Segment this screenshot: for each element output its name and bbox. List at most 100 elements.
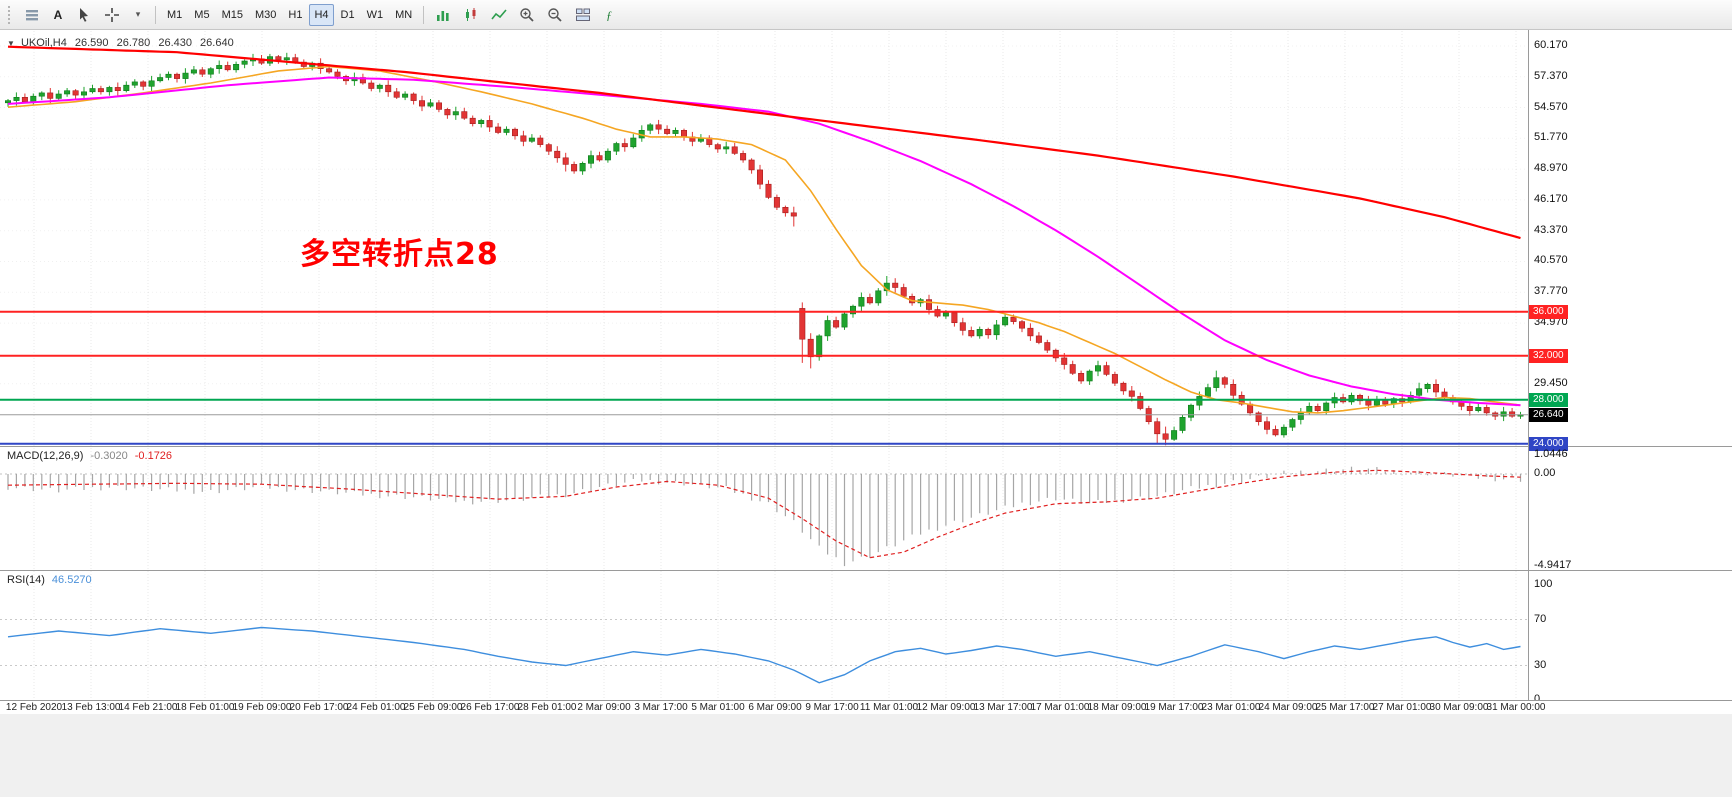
timeframe-h1-button[interactable]: H1 — [283, 4, 307, 26]
toolbar-separator — [423, 5, 425, 24]
pointer-tool-button[interactable] — [71, 4, 97, 26]
candlestick-icon — [466, 7, 476, 21]
crosshair-icon — [105, 7, 119, 22]
toolbar-drag-handle[interactable] — [8, 5, 13, 24]
timeframe-m15-button[interactable]: M15 — [217, 4, 248, 26]
rsi-value: 46.5270 — [51, 574, 92, 586]
rsi-header: RSI(14) 46.5270 — [7, 574, 92, 586]
macd-signal-value: -0.1726 — [134, 450, 173, 462]
chart-list-icon — [26, 9, 38, 20]
time-tick: 6 Mar 09:00 — [748, 702, 802, 713]
time-tick: 12 Feb 2020 — [5, 702, 63, 713]
macd-header: MACD(12,26,9) -0.3020 -0.1726 — [7, 450, 172, 462]
time-tick: 14 Feb 21:00 — [118, 702, 178, 713]
timeframe-m5-button[interactable]: M5 — [189, 4, 214, 26]
timeframe-w1-button[interactable]: W1 — [362, 4, 389, 26]
toolbar: A ▾ M1 M5 M15 M30 H1 H4 D1 W1 MN — [0, 0, 1732, 30]
time-tick: 19 Feb 09:00 — [232, 702, 292, 713]
current-price-badge: 26.640 — [1529, 407, 1568, 422]
price-tick: 37.770 — [1534, 285, 1568, 298]
time-tick: 2 Mar 09:00 — [577, 702, 631, 713]
zoom-in-icon — [520, 7, 534, 22]
chart-annotation[interactable]: 多空转折点28 — [300, 237, 499, 272]
time-tick: 5 Mar 01:00 — [691, 702, 745, 713]
price-tick: 29.450 — [1534, 376, 1568, 389]
time-tick: 24 Feb 01:00 — [346, 702, 406, 713]
ohlc-high: 26.780 — [116, 37, 151, 49]
price-axis[interactable]: 60.170 57.370 54.570 51.770 48.970 46.170 43.3… — [1528, 30, 1732, 714]
time-tick: 13 Feb 13:00 — [61, 702, 121, 713]
time-tick: 17 Mar 01:00 — [1030, 702, 1090, 713]
time-tick: 25 Mar 17:00 — [1315, 702, 1375, 713]
tile-windows-icon — [576, 8, 591, 21]
hline-price-badge: 36.000 — [1529, 304, 1568, 319]
rsi-scale-tick: 70 — [1534, 612, 1547, 625]
candlestick-type-button[interactable] — [458, 4, 484, 26]
hline-price-badge: 32.000 — [1529, 348, 1568, 363]
time-tick: 31 Mar 00:00 — [1486, 702, 1546, 713]
timeframe-mn-button[interactable]: MN — [390, 4, 417, 26]
macd-label: MACD(12,26,9) — [7, 450, 84, 462]
ohlc-close: 26.640 — [200, 37, 234, 49]
rsi-label: RSI(14) — [7, 574, 45, 586]
macd-scale-tick: 1.0446 — [1534, 447, 1568, 460]
time-tick: 27 Mar 01:00 — [1372, 702, 1432, 713]
timeframes-group: M1 M5 M15 M30 H1 H4 D1 W1 MN — [161, 3, 418, 26]
time-tick: 12 Mar 09:00 — [916, 702, 976, 713]
time-tick: 13 Mar 17:00 — [973, 702, 1033, 713]
time-tick: 25 Feb 09:00 — [403, 702, 463, 713]
time-tick: 20 Feb 17:00 — [289, 702, 349, 713]
zoom-in-button[interactable] — [514, 4, 540, 26]
timeframe-d1-button[interactable]: D1 — [336, 4, 360, 26]
indicators-icon: ƒ — [606, 8, 612, 22]
macd-scale-tick: 0.00 — [1534, 467, 1556, 479]
indicators-button[interactable]: ƒ — [598, 4, 624, 26]
time-tick: 30 Mar 09:00 — [1429, 702, 1489, 713]
collapse-arrow-icon[interactable]: ▼ — [7, 39, 15, 48]
time-axis[interactable]: 12 Feb 2020 13 Feb 13:00 14 Feb 21:00 18 Fe… — [0, 700, 1732, 714]
rsi-scale-tick: 100 — [1534, 578, 1553, 590]
text-tool-button[interactable]: A — [47, 4, 69, 26]
price-tick: 57.370 — [1534, 69, 1568, 82]
svg-text:ƒ: ƒ — [606, 8, 612, 22]
ohlc-low: 26.430 — [158, 37, 192, 49]
bar-chart-type-button[interactable] — [430, 4, 456, 26]
price-tick: 40.570 — [1534, 254, 1568, 267]
price-tick: 46.170 — [1534, 192, 1568, 205]
symbol-label: UKOil,H4 — [20, 37, 67, 49]
line-studies-dropdown-button[interactable]: ▾ — [127, 4, 149, 26]
tile-windows-button[interactable] — [570, 4, 596, 26]
toolbar-separator — [155, 5, 156, 24]
chart-list-button[interactable] — [19, 4, 45, 26]
price-tick: 51.770 — [1534, 131, 1568, 144]
timeframe-m30-button[interactable]: M30 — [250, 4, 281, 26]
crosshair-tool-button[interactable] — [99, 4, 125, 26]
timeframe-h4-button[interactable]: H4 — [309, 3, 334, 26]
time-tick: 23 Mar 01:00 — [1201, 702, 1261, 713]
zoom-out-icon — [548, 7, 562, 22]
text-tool-icon: A — [53, 7, 63, 22]
hline-price-badge: 28.000 — [1529, 392, 1568, 407]
time-tick: 18 Feb 01:00 — [175, 702, 235, 713]
timeframe-m1-button[interactable]: M1 — [162, 4, 187, 26]
zoom-out-button[interactable] — [542, 4, 568, 26]
time-tick: 19 Mar 17:00 — [1144, 702, 1204, 713]
rsi-scale-tick: 30 — [1534, 658, 1547, 671]
price-tick: 60.170 — [1534, 38, 1568, 51]
line-chart-type-button[interactable] — [486, 4, 512, 26]
chevron-down-icon: ▾ — [135, 9, 141, 19]
time-tick: 9 Mar 17:00 — [805, 702, 859, 713]
pointer-icon — [80, 7, 88, 22]
time-tick: 18 Mar 09:00 — [1087, 702, 1147, 713]
time-tick: 24 Mar 09:00 — [1258, 702, 1318, 713]
price-tick: 48.970 — [1534, 162, 1568, 175]
time-tick: 11 Mar 01:00 — [859, 702, 919, 713]
bar-chart-icon — [437, 10, 449, 21]
line-chart-icon — [491, 8, 507, 19]
time-tick: 28 Feb 01:00 — [517, 702, 577, 713]
price-tick: 54.570 — [1534, 100, 1568, 113]
rsi-scale-tick: 0 — [1534, 693, 1541, 705]
macd-scale-tick: -4.9417 — [1534, 558, 1572, 571]
